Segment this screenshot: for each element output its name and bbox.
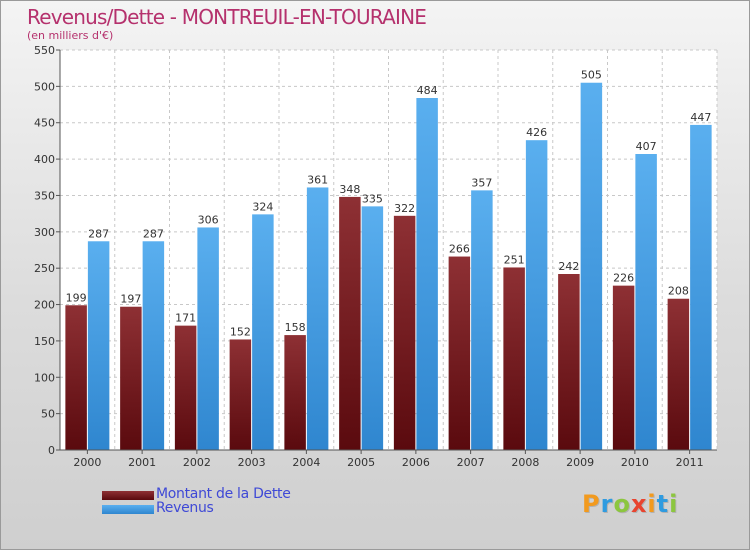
x-tick-label: 2009	[566, 456, 594, 469]
chart-title: Revenus/Dette - MONTREUIL-EN-TOURAINE	[27, 5, 427, 29]
data-label-dette: 208	[668, 285, 689, 298]
logo-letter: i	[669, 490, 679, 518]
bar-revenus	[525, 140, 548, 450]
data-label-dette: 242	[558, 260, 579, 273]
bar-dette	[558, 274, 580, 450]
x-tick-label: 2010	[621, 456, 649, 469]
data-label-revenus: 426	[526, 126, 547, 139]
data-label-dette: 251	[504, 253, 525, 266]
data-label-revenus: 306	[198, 213, 219, 226]
data-label-revenus: 324	[252, 200, 273, 213]
chart-subtitle: (en milliers d'€)	[27, 29, 114, 42]
bar-dette	[448, 256, 471, 450]
x-tick-label: 2001	[128, 456, 156, 469]
data-label-dette: 199	[66, 291, 87, 304]
data-label-revenus: 447	[690, 111, 711, 124]
data-label-dette: 152	[230, 325, 251, 338]
y-tick-label: 150	[34, 335, 55, 348]
x-tick-label: 2004	[292, 456, 320, 469]
y-tick-label: 350	[34, 189, 55, 202]
logo-letter: x	[630, 490, 648, 518]
x-tick-label: 2008	[511, 456, 539, 469]
data-label-revenus: 287	[88, 227, 109, 240]
bar-dette	[503, 267, 525, 450]
x-tick-label: 2006	[402, 456, 430, 469]
data-label-revenus: 357	[471, 176, 492, 189]
bar-revenus	[87, 241, 110, 450]
data-label-dette: 348	[339, 183, 360, 196]
y-tick-label: 50	[41, 408, 55, 421]
logo-letter: t	[656, 490, 670, 518]
x-tick-label: 2005	[347, 456, 375, 469]
bar-dette	[612, 285, 635, 450]
x-tick-label: 2000	[73, 456, 101, 469]
data-label-revenus: 361	[307, 173, 328, 186]
data-label-dette: 197	[120, 293, 141, 306]
bar-dette	[174, 325, 197, 450]
y-tick-label: 100	[34, 371, 55, 384]
proxiti-logo: Proxiti	[582, 490, 678, 518]
x-tick-label: 2002	[183, 456, 211, 469]
y-tick-label: 300	[34, 226, 55, 239]
bar-revenus	[142, 241, 165, 450]
data-label-revenus: 505	[581, 69, 602, 82]
data-label-revenus: 484	[417, 84, 438, 97]
bar-dette	[120, 306, 142, 450]
x-tick-label: 2007	[457, 456, 485, 469]
logo-letter: P	[582, 490, 601, 518]
data-label-revenus: 335	[362, 192, 383, 205]
bar-revenus	[252, 214, 274, 450]
bar-dette	[284, 335, 306, 450]
bar-revenus	[197, 227, 219, 450]
data-label-revenus: 287	[143, 227, 164, 240]
bar-dette	[65, 305, 87, 450]
x-tick-label: 2011	[676, 456, 704, 469]
bar-dette	[667, 298, 690, 450]
bar-revenus	[690, 124, 712, 450]
bar-dette	[339, 196, 361, 450]
y-tick-label: 200	[34, 299, 55, 312]
y-tick-label: 400	[34, 153, 55, 166]
bar-revenus	[635, 154, 657, 450]
legend-label-dette: Montant de la Dette	[156, 486, 291, 502]
data-label-dette: 266	[449, 243, 470, 256]
x-tick-label: 2003	[238, 456, 266, 469]
bar-revenus	[361, 206, 384, 450]
bar-revenus	[471, 190, 493, 450]
bar-dette	[393, 215, 416, 450]
data-label-dette: 158	[285, 321, 306, 334]
data-label-dette: 171	[175, 312, 196, 325]
y-tick-label: 0	[48, 444, 55, 457]
y-tick-label: 500	[34, 80, 55, 93]
legend-swatch-dette	[102, 491, 154, 500]
logo-letter: o	[613, 490, 631, 518]
data-label-revenus: 407	[636, 140, 657, 153]
legend-label-revenus: Revenus	[156, 500, 214, 516]
logo-letter: i	[647, 490, 657, 518]
bar-revenus	[580, 82, 603, 451]
data-label-dette: 226	[613, 272, 634, 285]
y-tick-label: 250	[34, 262, 55, 275]
bar-revenus	[416, 98, 438, 450]
y-tick-label: 550	[34, 44, 55, 57]
bar-revenus	[306, 187, 329, 451]
y-tick-label: 450	[34, 117, 55, 130]
legend-swatch-revenus	[102, 505, 154, 514]
data-label-dette: 322	[394, 202, 415, 215]
bar-dette	[229, 339, 252, 450]
logo-letter: r	[600, 490, 614, 518]
